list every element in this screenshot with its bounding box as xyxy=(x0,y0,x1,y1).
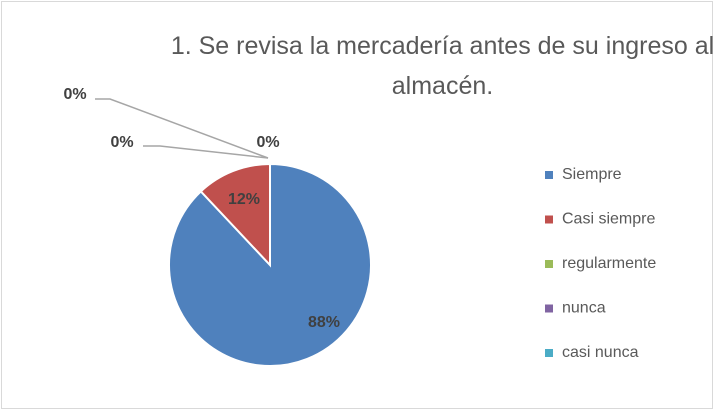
leader-line xyxy=(143,145,269,159)
legend-label: regularmente xyxy=(562,255,656,272)
legend-swatch xyxy=(545,171,553,179)
data-label: 0% xyxy=(110,134,133,151)
data-label: 88% xyxy=(308,314,340,331)
data-label: 0% xyxy=(256,134,279,151)
legend-label: nunca xyxy=(562,300,606,317)
legend-swatch xyxy=(545,260,553,268)
legend-swatch xyxy=(545,349,553,357)
legend-label: Casi siempre xyxy=(562,211,655,228)
pie-slice xyxy=(199,162,271,268)
legend-swatch xyxy=(545,215,553,224)
legend-label: casi nunca xyxy=(562,344,639,361)
legend-swatch xyxy=(545,304,553,313)
legend-label: Siempre xyxy=(562,166,622,183)
data-label: 12% xyxy=(228,191,260,208)
data-label: 0% xyxy=(63,86,86,103)
chart-title: 1. Se revisa la mercadería antes de su i… xyxy=(170,32,715,100)
leader-line xyxy=(95,98,269,159)
